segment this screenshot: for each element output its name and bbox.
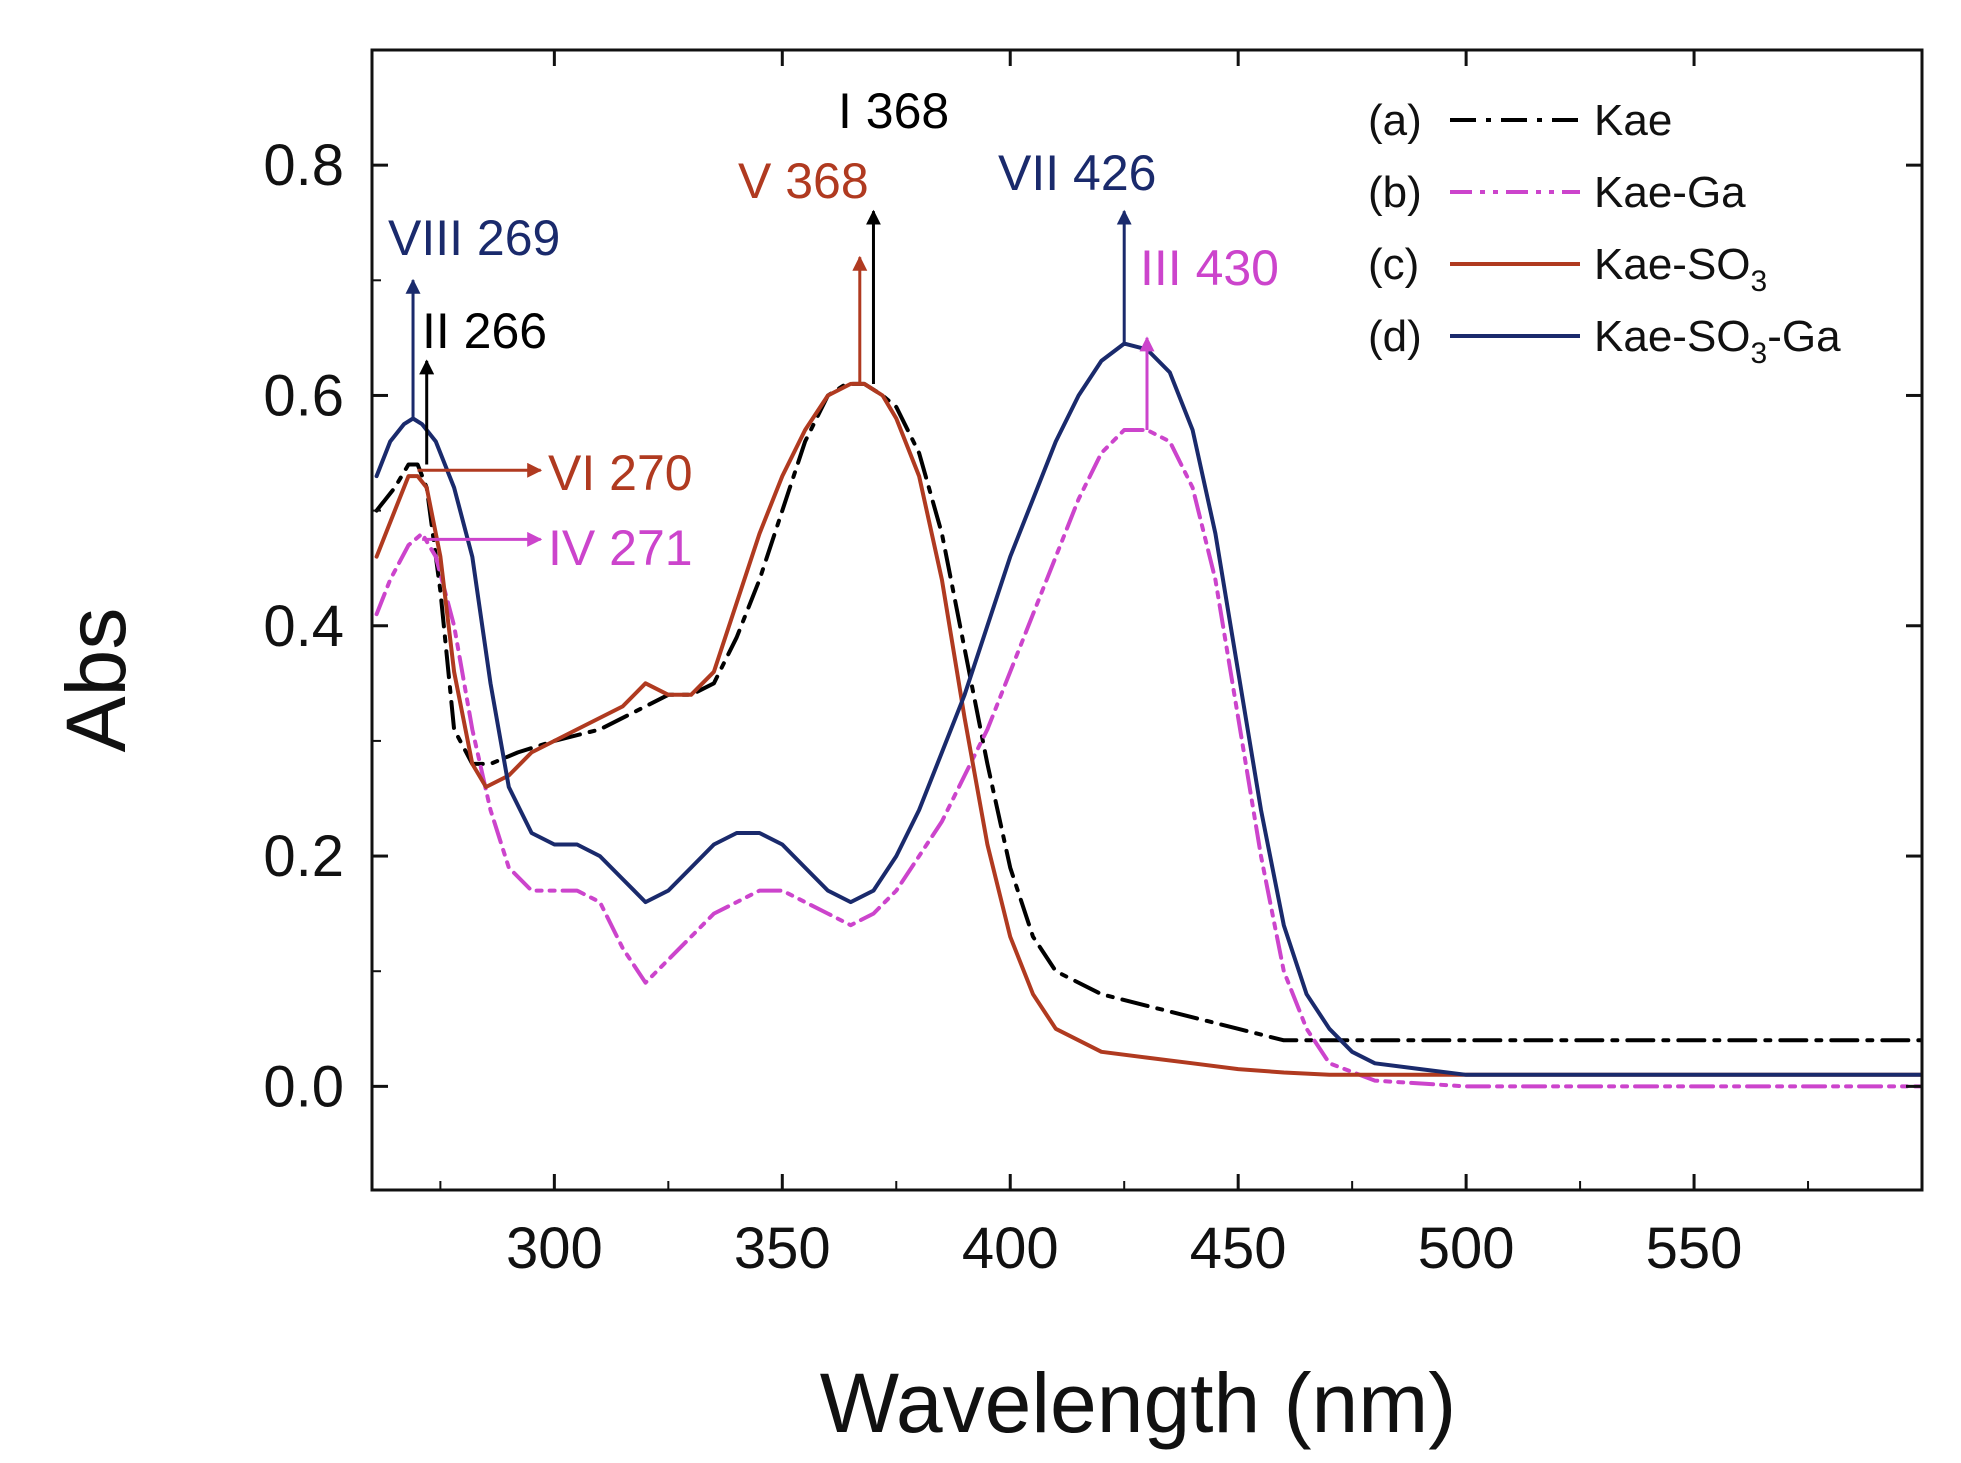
x-tick-label: 450 [1190,1216,1287,1281]
annotation-label-5: VII 426 [998,145,1156,201]
y-tick-label: 0.8 [263,133,344,198]
y-tick-label: 0.0 [263,1054,344,1119]
annotation-label-7: VI 270 [548,445,693,501]
x-tick-label: 550 [1646,1216,1743,1281]
legend-label-1: Kae [1594,96,1672,145]
annotation-label-3: I 368 [838,83,949,139]
legend-label-3: Kae-SO3 [1594,240,1767,298]
y-tick-label: 0.4 [263,594,344,659]
annotation-layer: VIII 269 II 266 I 368 V 368 VII 426 III 430 VI… [388,83,1279,576]
x-tick-label: 300 [506,1216,603,1281]
legend-label-4: Kae-SO3-Ga [1594,312,1841,370]
series-line-3 [374,381,1922,1077]
series-line-2 [374,428,1922,1089]
x-axis-title: Wavelength (nm) [820,1356,1456,1450]
x-tick-label: 400 [962,1216,1059,1281]
annotation-label-8: IV 271 [548,520,693,576]
y-tick-label: 0.2 [263,824,344,889]
x-tick-label: 500 [1418,1216,1515,1281]
y-axis-title: Abs [49,608,143,753]
axes-layer: 300 350 400 450 500 550 0.0 0.2 0.4 0.6 0.8 [263,48,1924,1281]
annotation-label-2: II 266 [422,303,547,359]
legend-prefix-1: (a) [1368,96,1422,145]
series-layer [374,341,1922,1089]
annotation-label-6: III 430 [1140,240,1279,296]
legend-prefix-4: (d) [1368,312,1422,361]
annotation-label-4: V 368 [738,153,869,209]
series-line-4 [374,341,1922,1077]
plot-frame [370,48,1924,1192]
annotation-label-1: VIII 269 [388,210,560,266]
y-tick-label: 0.6 [263,363,344,428]
legend: (a) Kae (b) Kae-Ga (c) Kae-SO3 (d) Kae-SO3-Ga [1368,96,1841,370]
legend-prefix-2: (b) [1368,168,1422,217]
x-tick-label: 350 [734,1216,831,1281]
legend-label-2: Kae-Ga [1594,168,1746,217]
legend-prefix-3: (c) [1368,240,1419,289]
